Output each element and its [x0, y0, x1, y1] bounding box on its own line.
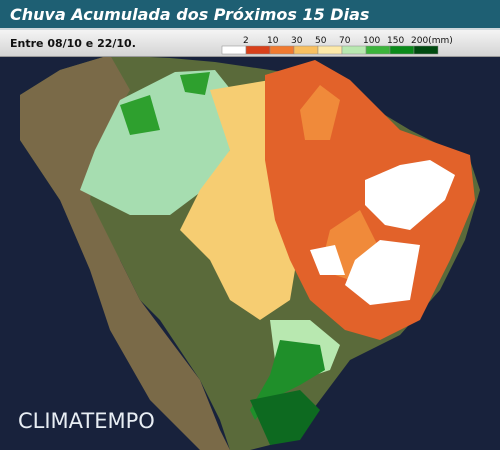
legend-label: 50	[315, 36, 327, 46]
legend-label: 10	[267, 36, 279, 46]
legend-swatch	[413, 45, 439, 55]
legend-label: 150	[387, 36, 404, 46]
legend-swatch	[317, 45, 343, 55]
legend-swatch	[269, 45, 295, 55]
legend-label: 70	[339, 36, 351, 46]
legend-swatch	[293, 45, 319, 55]
legend-swatch	[245, 45, 271, 55]
legend: 2 10 30 50 70 100 150 200(mm)	[221, 36, 453, 55]
watermark: CLIMATEMPO	[18, 409, 155, 433]
rain-150	[120, 72, 272, 305]
legend-swatch	[221, 45, 247, 55]
legend-label: 2	[243, 36, 249, 46]
legend-swatch	[389, 45, 415, 55]
legend-label: 30	[291, 36, 303, 46]
rain-2	[310, 160, 455, 305]
andes	[20, 55, 230, 450]
period: Entre 08/10 e 22/10.	[10, 37, 136, 50]
subheader: Entre 08/10 e 22/10. 2 10 30 50 70 100 150 200(…	[0, 30, 500, 57]
title: Chuva Acumulada dos Próximos 15 Dias	[0, 0, 500, 30]
legend-swatch	[365, 45, 391, 55]
legend-label: 200(mm)	[411, 36, 453, 46]
legend-swatch	[341, 45, 367, 55]
legend-label: 100	[363, 36, 380, 46]
rain-70	[80, 70, 235, 215]
rain-200-south	[250, 390, 320, 445]
rain-30	[300, 85, 380, 280]
